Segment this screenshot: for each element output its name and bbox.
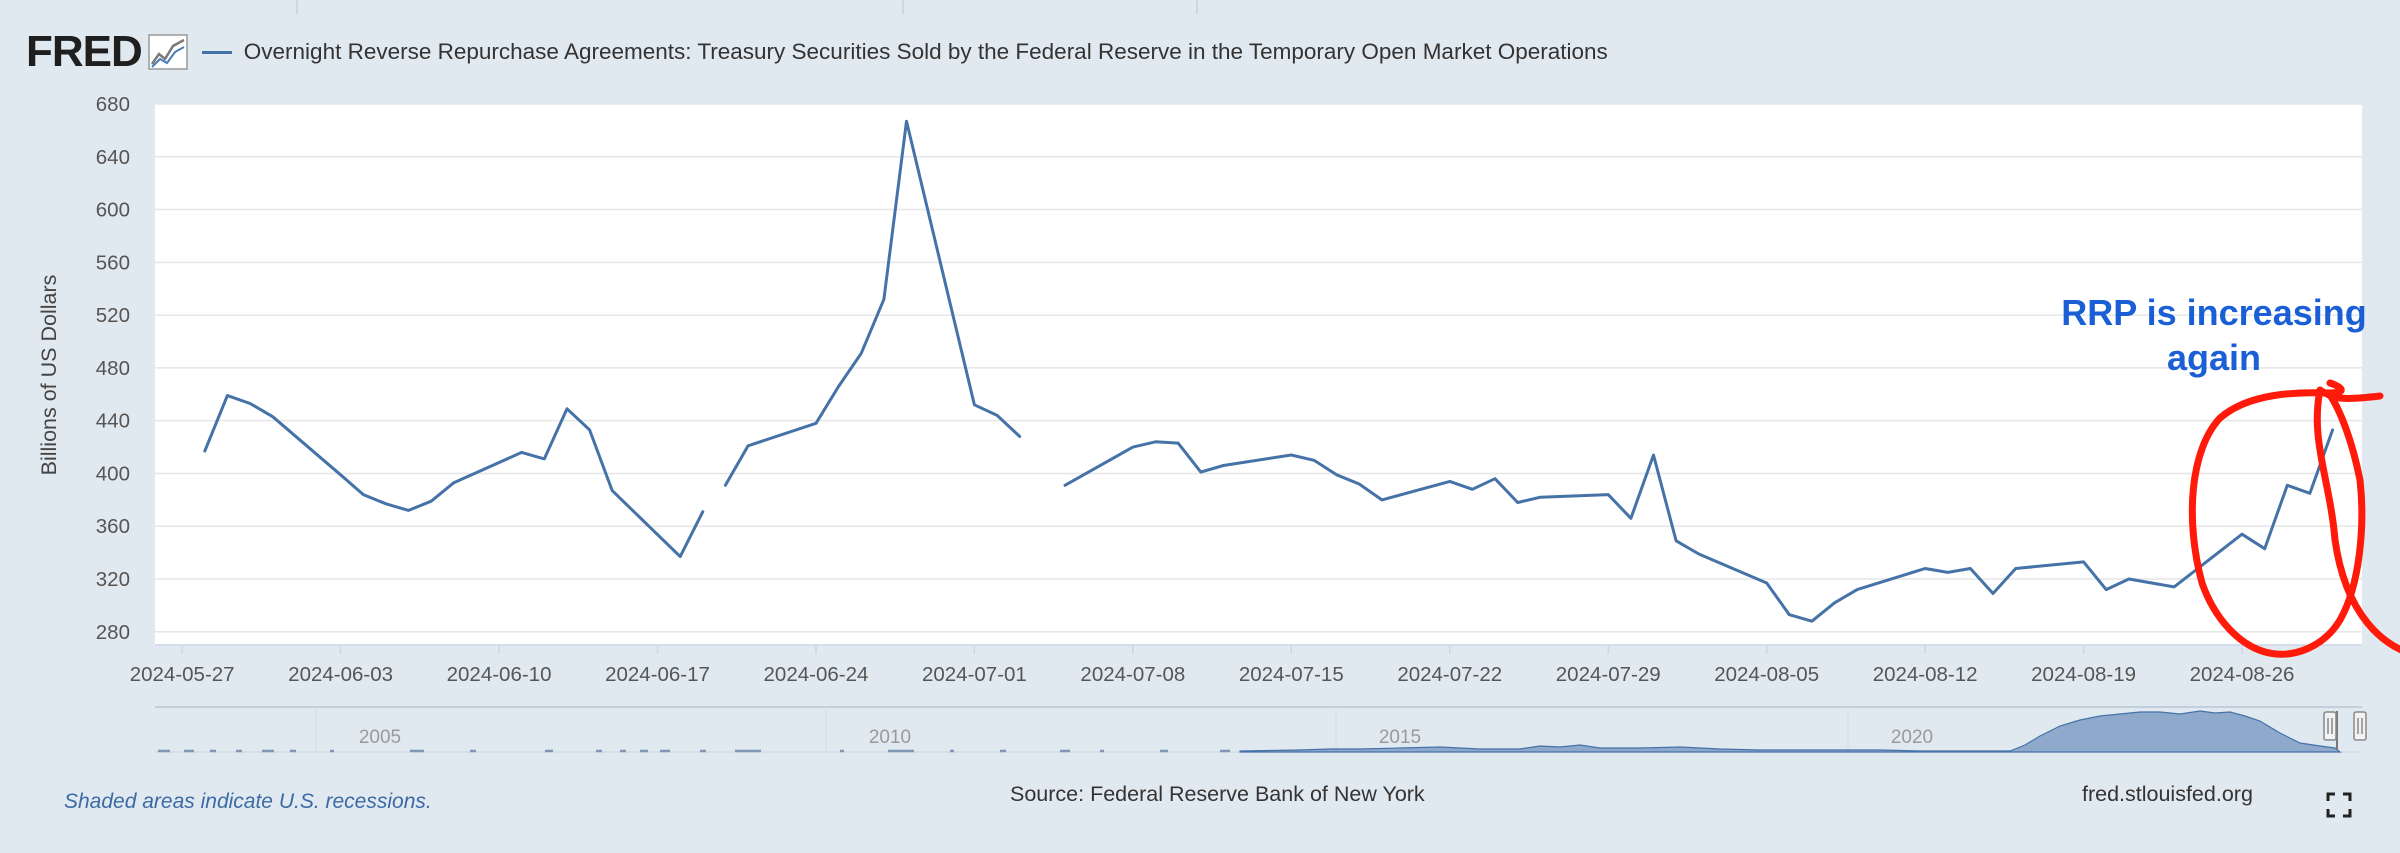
x-tick-label: 2024-07-22 (1397, 663, 1502, 686)
y-axis-label: Billions of US Dollars (37, 275, 61, 476)
fred-logo[interactable]: FRED (26, 27, 143, 76)
fullscreen-icon[interactable] (2326, 792, 2352, 818)
y-tick-label: 640 (96, 146, 130, 169)
x-tick-label: 2024-07-15 (1239, 663, 1344, 686)
navigator-year-label: 2020 (1891, 727, 1933, 748)
y-tick-label: 520 (96, 304, 130, 327)
series-line-segment[interactable] (203, 394, 705, 559)
series-line-segment[interactable] (723, 119, 1022, 487)
x-tick-label: 2024-06-03 (288, 663, 393, 686)
y-tick-label: 600 (96, 199, 130, 222)
x-tick-label: 2024-08-26 (2190, 663, 2295, 686)
x-tick-label: 2024-06-10 (447, 663, 552, 686)
annotation-text-line1: RRP is increasing (2061, 292, 2366, 333)
x-tick-label: 2024-06-24 (764, 663, 869, 686)
y-tick-label: 280 (96, 621, 130, 644)
navigator-year-label: 2010 (869, 727, 911, 748)
navigator-range-edge (2336, 711, 2338, 750)
series-line-segment[interactable] (1063, 428, 2335, 623)
x-tick-label: 2024-08-05 (1714, 663, 1819, 686)
x-tick-label: 2024-07-01 (922, 663, 1027, 686)
chart-header: FRED Overnight Reverse Repurchase Agreem… (26, 26, 1608, 78)
x-tick-label: 2024-07-29 (1556, 663, 1661, 686)
legend-line-swatch (201, 50, 232, 54)
navigator-right-handle[interactable] (2353, 711, 2367, 741)
y-tick-label: 440 (96, 410, 130, 433)
y-tick-label: 680 (96, 93, 130, 116)
x-tick-label: 2024-05-27 (130, 663, 235, 686)
navigator-series-area (1239, 710, 2342, 753)
y-tick-label: 320 (96, 568, 130, 591)
annotation-text-line2: again (2167, 337, 2261, 378)
plot-area (155, 104, 2362, 645)
site-link[interactable]: fred.stlouisfed.org (2082, 782, 2253, 806)
series-title[interactable]: Overnight Reverse Repurchase Agreements:… (243, 39, 1608, 64)
y-tick-label: 560 (96, 251, 130, 274)
line-chart-logo-icon (148, 34, 188, 70)
y-tick-label: 360 (96, 515, 130, 538)
navigator-left-handle[interactable] (2323, 711, 2337, 741)
navigator-year-label: 2015 (1379, 727, 1421, 748)
x-tick-label: 2024-07-08 (1080, 663, 1185, 686)
navigator[interactable]: 2005 2010 2015 2020 (155, 706, 2367, 753)
navigator-track (155, 707, 2362, 752)
source-note: Source: Federal Reserve Bank of New York (1010, 782, 1425, 806)
annotation-red-circle-stroke (2188, 379, 2366, 658)
y-tick-label: 400 (96, 462, 130, 485)
x-tick-label: 2024-08-12 (1873, 663, 1978, 686)
x-tick-label: 2024-08-19 (2031, 663, 2136, 686)
recession-note: Shaded areas indicate U.S. recessions. (64, 790, 432, 813)
navigator-year-label: 2005 (359, 727, 401, 748)
y-tick-label: 480 (96, 357, 130, 380)
top-tab-edges (0, 0, 2400, 14)
x-tick-label: 2024-06-17 (605, 663, 710, 686)
